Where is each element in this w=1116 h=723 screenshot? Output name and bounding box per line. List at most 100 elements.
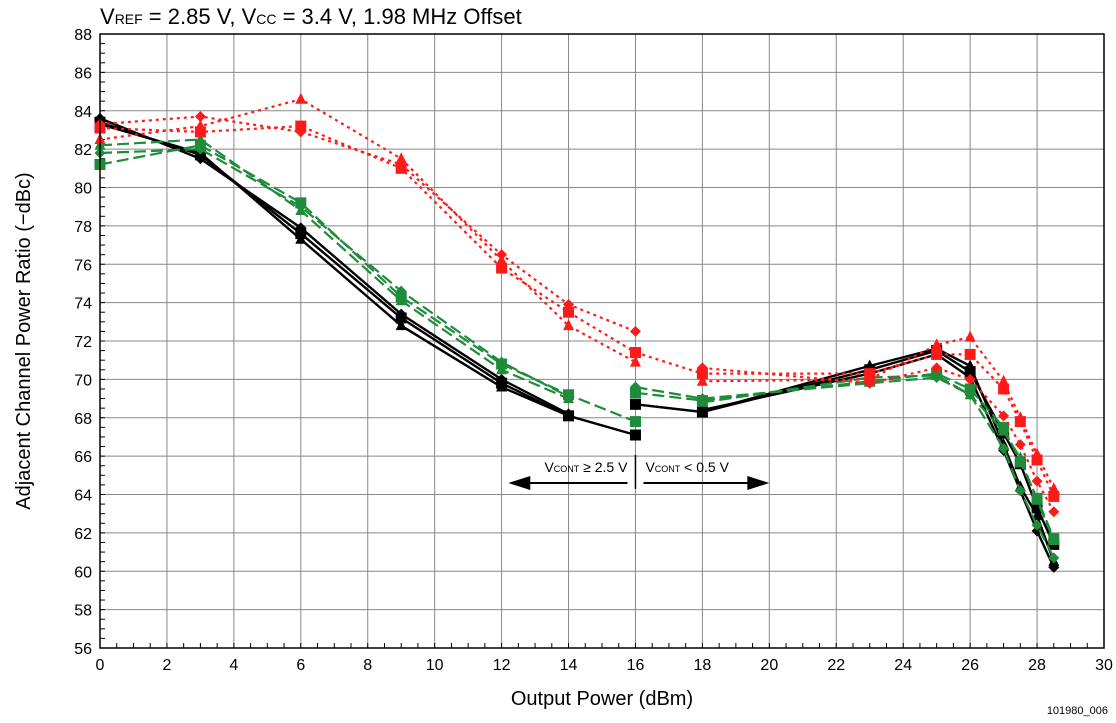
data-point-diamond <box>295 201 307 213</box>
data-point-square <box>1031 454 1043 466</box>
data-point-triangle <box>395 319 407 331</box>
data-point-square <box>194 126 206 138</box>
series-green-triangle <box>94 133 1060 546</box>
y-tick-label: 82 <box>74 142 92 159</box>
data-point-square <box>295 120 307 132</box>
data-point-diamond <box>696 404 708 416</box>
series-red-triangle <box>94 92 1060 494</box>
y-tick-label: 86 <box>74 65 92 82</box>
data-point-square <box>1048 490 1060 502</box>
data-point-triangle <box>496 363 508 375</box>
data-point-diamond <box>1014 485 1026 497</box>
series-black-diamond <box>94 112 1060 573</box>
data-point-diamond <box>496 373 508 385</box>
grid-lines <box>99 33 1105 649</box>
x-tick-label: 4 <box>229 657 238 674</box>
data-point-triangle <box>1031 447 1043 459</box>
data-point-square <box>629 347 641 359</box>
data-point-triangle <box>998 374 1010 386</box>
x-axis-label: Output Power (dBm) <box>511 688 693 710</box>
x-tick-label: 2 <box>162 657 171 674</box>
data-point-square <box>629 429 641 441</box>
data-point-diamond <box>1048 561 1060 573</box>
data-point-triangle <box>998 424 1010 436</box>
y-tick-label: 78 <box>74 219 92 236</box>
y-tick-label: 56 <box>74 641 92 658</box>
data-point-square <box>696 368 708 380</box>
series-red-square <box>94 120 1060 502</box>
x-tick-label: 20 <box>760 657 778 674</box>
data-point-diamond <box>696 393 708 405</box>
data-point-triangle <box>194 133 206 145</box>
chart-title: VREF = 2.85 V, VCC = 3.4 V, 1.98 MHz Off… <box>100 4 522 29</box>
x-tick-label: 28 <box>1028 657 1046 674</box>
y-tick-label: 80 <box>74 181 92 198</box>
y-tick-label: 76 <box>74 257 92 274</box>
data-point-square <box>629 398 641 410</box>
data-point-square <box>563 306 575 318</box>
data-point-diamond <box>563 299 575 311</box>
x-tick-label: 26 <box>961 657 979 674</box>
data-point-triangle <box>1031 493 1043 505</box>
data-point-diamond <box>964 389 976 401</box>
x-tick-label: 0 <box>96 657 105 674</box>
annotation-left-label: VCONT ≥ 2.5 V <box>544 459 628 475</box>
series-line <box>99 117 570 415</box>
vcont-annotation: VCONT ≥ 2.5 V VCONT < 0.5 V <box>508 454 770 490</box>
series-line <box>702 366 1055 513</box>
data-point-triangle <box>1014 451 1026 463</box>
data-point-diamond <box>1014 439 1026 451</box>
data-point-diamond <box>395 308 407 320</box>
data-point-triangle <box>864 359 876 371</box>
data-point-diamond <box>496 356 508 368</box>
data-point-square <box>496 262 508 274</box>
data-point-diamond <box>1048 552 1060 564</box>
data-point-diamond <box>563 408 575 420</box>
data-point-triangle <box>931 338 943 350</box>
series-layer <box>94 92 1060 573</box>
y-tick-label: 64 <box>74 488 92 505</box>
x-tick-label: 16 <box>627 657 645 674</box>
data-point-triangle <box>964 330 976 342</box>
data-point-square <box>964 348 976 360</box>
data-point-square <box>964 366 976 378</box>
y-axis-label: Adjacent Channel Power Ratio (−dBc) <box>13 172 35 509</box>
series-line <box>99 148 570 398</box>
data-point-diamond <box>295 222 307 234</box>
data-point-triangle <box>194 119 206 131</box>
data-point-diamond <box>964 373 976 385</box>
y-tick-label: 66 <box>74 449 92 466</box>
y-tick-label: 84 <box>74 104 92 121</box>
x-tick-label: 22 <box>827 657 845 674</box>
data-point-diamond <box>395 158 407 170</box>
annotation-right-arrowhead <box>747 475 770 490</box>
y-tick-label: 68 <box>74 411 92 428</box>
y-tick-labels: 56 58 60 62 64 66 68 70 72 74 76 78 80 82 84 86 88 <box>74 27 92 658</box>
x-tick-label: 6 <box>296 657 305 674</box>
x-tick-labels: 0 2 4 6 8 10 12 14 16 18 20 22 24 26 28 30 <box>96 657 1113 674</box>
data-point-square <box>998 383 1010 395</box>
data-point-diamond <box>1031 519 1043 531</box>
data-point-triangle <box>563 319 575 331</box>
data-point-square <box>1031 502 1043 514</box>
series-red-diamond <box>94 111 1060 518</box>
y-tick-label: 62 <box>74 526 92 543</box>
data-point-diamond <box>1031 475 1043 487</box>
x-tick-label: 12 <box>493 657 511 674</box>
data-point-triangle <box>1048 534 1060 546</box>
data-point-diamond <box>295 126 307 138</box>
data-point-diamond <box>629 325 641 337</box>
data-point-triangle <box>696 374 708 386</box>
data-point-diamond <box>931 362 943 374</box>
y-tick-label: 70 <box>74 372 92 389</box>
data-point-diamond <box>496 249 508 261</box>
x-tick-label: 14 <box>560 657 578 674</box>
data-point-triangle <box>1014 411 1026 423</box>
data-point-diamond <box>194 111 206 123</box>
data-point-diamond <box>194 143 206 155</box>
y-tick-label: 72 <box>74 334 92 351</box>
series-line <box>99 138 569 400</box>
data-point-diamond <box>1031 525 1043 537</box>
data-point-square <box>629 387 641 399</box>
data-point-triangle <box>964 359 976 371</box>
